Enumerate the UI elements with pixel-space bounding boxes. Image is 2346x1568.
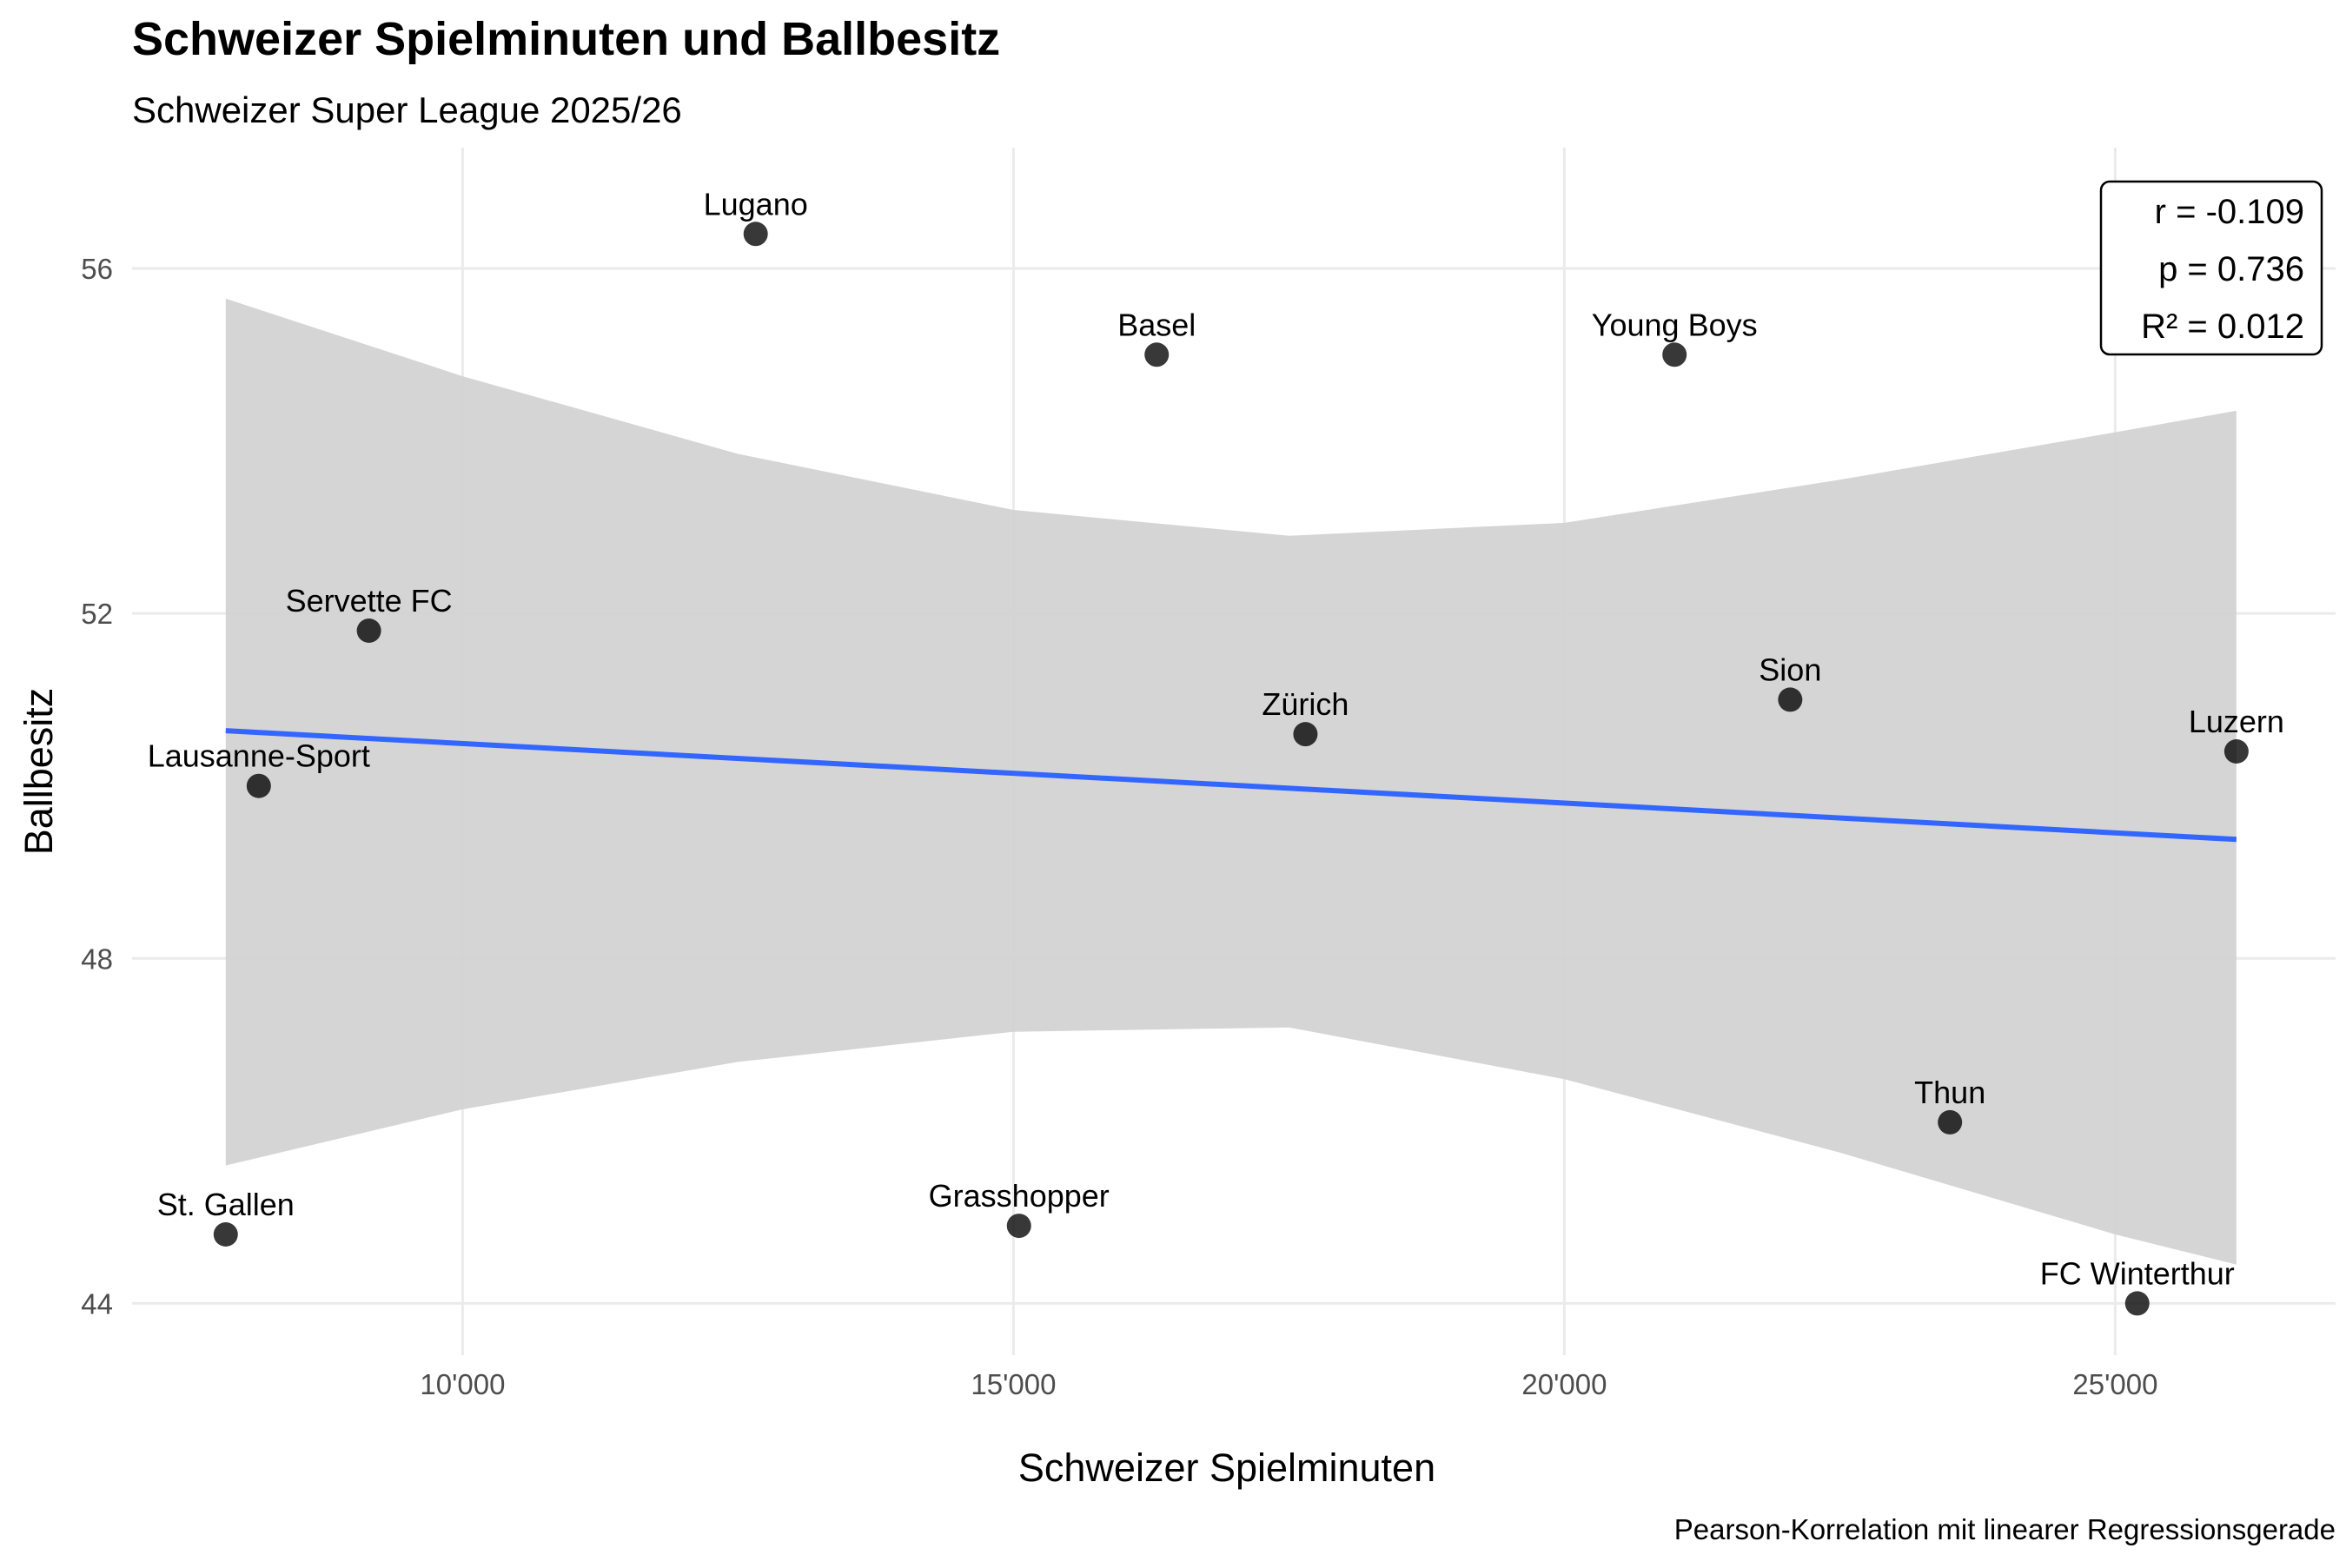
data-point — [1006, 1214, 1031, 1239]
y-tick-label: 52 — [81, 598, 113, 630]
stats-r: r = -0.109 — [2155, 193, 2304, 231]
tick-labels-layer: 10'000 15'000 20'000 25'000 44 48 52 56 — [81, 253, 2157, 1400]
data-point — [213, 1222, 238, 1247]
point-label: Thun — [1914, 1075, 1985, 1110]
points-layer — [213, 222, 2249, 1316]
chart-caption: Pearson-Korrelation mit linearer Regress… — [1674, 1513, 2336, 1545]
regression-layer — [225, 728, 2237, 843]
data-point — [1144, 342, 1170, 367]
x-tick-label: 20'000 — [1521, 1368, 1607, 1400]
point-label: Zürich — [1262, 686, 1349, 722]
point-label: St. Gallen — [157, 1187, 295, 1222]
point-labels-layer: Lugano Basel Young Boys Servette FC Zürich Si… — [148, 186, 2284, 1291]
x-tick-label: 25'000 — [2072, 1368, 2157, 1400]
data-point — [246, 773, 271, 798]
stats-p: p = 0.736 — [2158, 250, 2304, 288]
chart-subtitle: Schweizer Super League 2025/26 — [132, 89, 682, 130]
point-label: Luzern — [2189, 704, 2284, 739]
data-point — [2223, 739, 2249, 764]
stats-box-frame — [2099, 180, 2323, 356]
y-axis-title: Ballbesitz — [17, 688, 61, 856]
x-tick-label: 10'000 — [420, 1368, 505, 1400]
y-tick-label: 56 — [81, 253, 113, 285]
point-label: FC Winterthur — [2040, 1255, 2235, 1291]
data-point — [356, 619, 381, 643]
data-point — [1778, 687, 1803, 712]
data-point — [2124, 1291, 2150, 1316]
point-label: Lugano — [704, 186, 808, 222]
y-tick-label: 48 — [81, 943, 113, 975]
point-label: Basel — [1117, 307, 1196, 342]
regression-line — [225, 728, 2237, 843]
confidence-band — [225, 298, 2237, 1265]
y-tick-label: 44 — [81, 1287, 113, 1320]
data-point — [1938, 1109, 1963, 1135]
point-label: Young Boys — [1592, 307, 1758, 342]
point-label: Lausanne-Sport — [148, 738, 370, 774]
data-point — [743, 222, 768, 247]
data-point — [1662, 342, 1687, 367]
point-label: Grasshopper — [929, 1178, 1110, 1214]
chart-title: Schweizer Spielminuten und Ballbesitz — [132, 13, 1000, 65]
x-axis-title: Schweizer Spielminuten — [1018, 1446, 1435, 1490]
point-label: Sion — [1759, 652, 1821, 687]
confidence-band-layer — [225, 298, 2237, 1265]
data-point — [1293, 722, 1318, 747]
stats-r2: R² = 0.012 — [2141, 308, 2304, 346]
point-label: Servette FC — [286, 583, 453, 619]
x-tick-label: 15'000 — [971, 1368, 1056, 1400]
stats-box: r = -0.109 p = 0.736 R² = 0.012 — [2099, 180, 2323, 356]
